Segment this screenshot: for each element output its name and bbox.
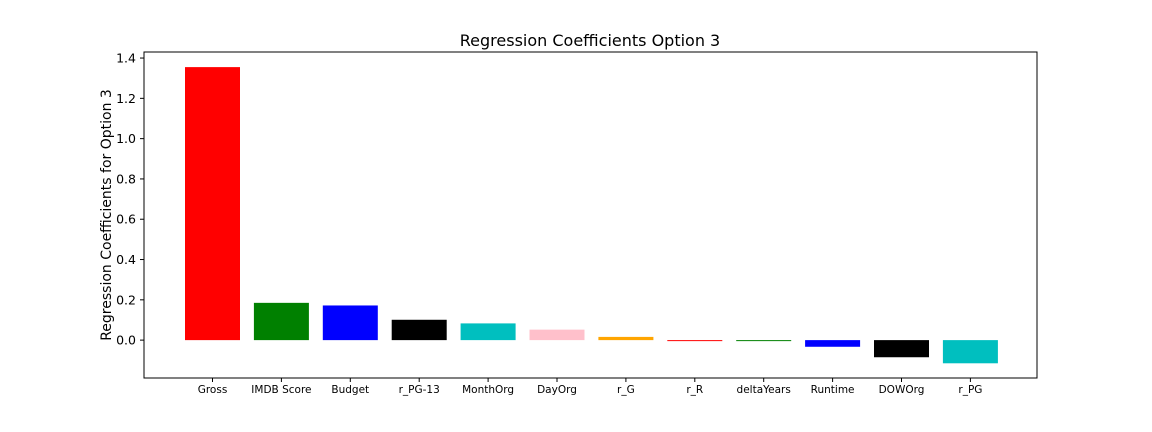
y-tick-label: 0.6	[116, 212, 136, 227]
bar-runtime	[805, 340, 861, 347]
y-tick-label: 0.2	[116, 292, 136, 307]
x-tick-label: IMDB Score	[251, 384, 311, 396]
x-tick-label: r_R	[686, 384, 703, 396]
x-tick-label: r_PG	[958, 384, 982, 396]
bar-imdb-score	[253, 302, 309, 341]
x-tick-label: r_PG-13	[399, 384, 440, 396]
bar-r-r	[667, 340, 723, 342]
y-ticks: 0.0 0.2 0.4 0.6 0.8 1.0 1.2 1.4	[116, 51, 144, 348]
bar-doworg	[874, 340, 929, 358]
bar-dayorg	[529, 329, 585, 341]
bar-r-pg	[942, 340, 998, 364]
bar-deltayears	[736, 340, 792, 342]
bar-monthorg	[460, 323, 516, 341]
x-tick-label: DOWOrg	[879, 384, 925, 396]
bar-budget	[322, 305, 378, 341]
bar-r-g	[598, 336, 654, 341]
y-tick-label: 1.2	[116, 91, 136, 106]
y-tick-label: 0.8	[116, 171, 136, 186]
y-axis-label: Regression Coefficients for Option 3	[99, 89, 115, 341]
x-ticks: Gross IMDB Score Budget r_PG-13 MonthOrg DayO…	[198, 378, 982, 396]
bar-gross	[185, 67, 240, 341]
x-tick-label: MonthOrg	[462, 384, 514, 396]
y-tick-label: 0.4	[116, 252, 136, 267]
x-tick-label: Budget	[331, 384, 369, 396]
y-tick-label: 1.0	[116, 131, 136, 146]
x-tick-label: Gross	[198, 384, 228, 396]
chart-title: Regression Coefficients Option 3	[460, 31, 720, 50]
bars	[185, 67, 998, 364]
y-tick-label: 1.4	[116, 51, 136, 66]
plot-frame	[143, 51, 1038, 379]
x-tick-label: DayOrg	[537, 384, 577, 396]
x-tick-label: deltaYears	[737, 384, 791, 396]
bar-r-pg-13	[391, 319, 447, 341]
x-tick-label: Runtime	[811, 384, 855, 396]
y-tick-label: 0.0	[116, 333, 136, 348]
x-tick-label: r_G	[617, 384, 635, 396]
